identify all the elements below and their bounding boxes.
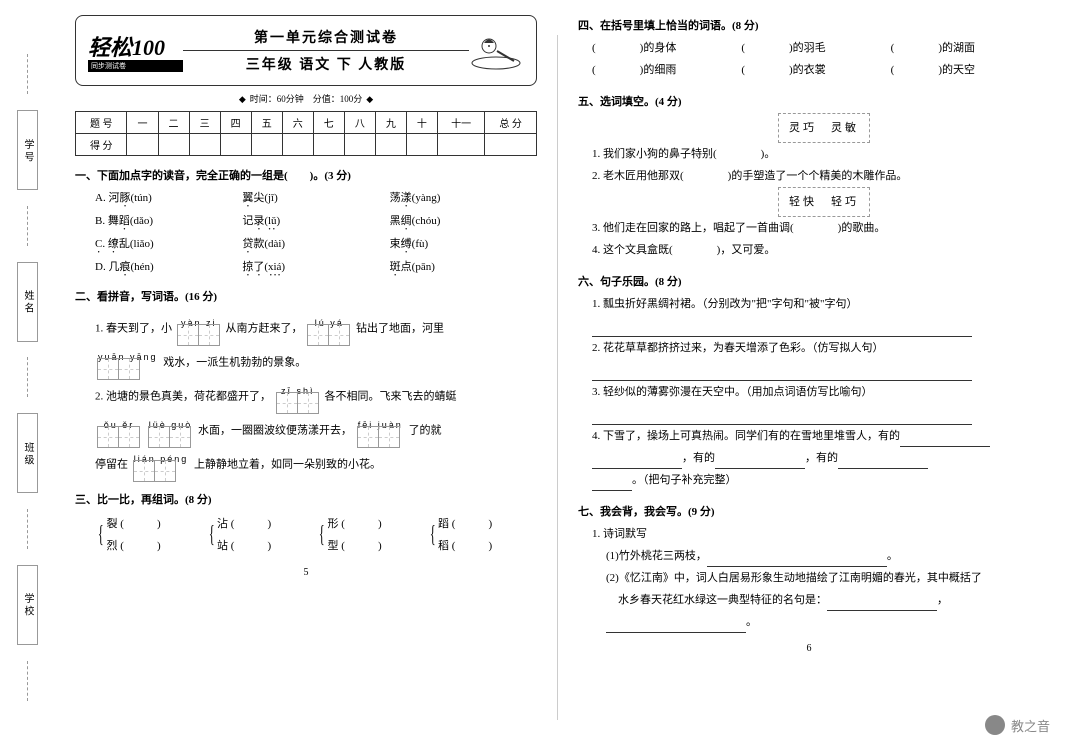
pinyin-box: lüè guò bbox=[149, 414, 193, 448]
spine-school: 学 校 bbox=[17, 565, 38, 645]
spine-name: 姓 名 bbox=[17, 262, 38, 342]
spine-class: 班 级 bbox=[17, 413, 38, 493]
q1-opt-a: A. 河豚(tún)翼尖(jī)荡漾(yàng) bbox=[75, 188, 537, 210]
page-number-left: 5 bbox=[75, 567, 537, 578]
q1-opt-d: D. 几痕(hén)掠了(xiá)斑点(pān) bbox=[75, 257, 537, 279]
q1-opt-c: C. 缭乱(liǎo)贷款(dài)束缚(fù) bbox=[75, 234, 537, 256]
question-7: 七、我会背，我会写。(9 分) 1. 诗词默写 (1)竹外桃花三两枝，。 (2)… bbox=[578, 501, 1040, 633]
word-choice-box: 灵巧 灵敏 bbox=[778, 113, 870, 143]
pinyin-box: yuān yāng bbox=[98, 346, 158, 380]
word-choice-box: 轻快 轻巧 bbox=[778, 187, 870, 217]
answer-blank[interactable] bbox=[715, 455, 805, 469]
table-row: 得 分 bbox=[76, 134, 537, 156]
logo-text: 轻松100 bbox=[88, 35, 165, 60]
left-column: 轻松100 同步测试卷 第一单元综合测试卷 三年级 语文 下 人教版 时间：60… bbox=[55, 15, 557, 740]
q6-title: 六、句子乐园。(8 分) bbox=[578, 271, 1040, 293]
question-4: 四、在括号里填上恰当的词语。(8 分) ( )的身体 ( )的羽毛 ( )的湖面… bbox=[578, 15, 1040, 81]
pinyin-box: lú yá bbox=[308, 312, 350, 346]
pinyin-box: zī shì bbox=[277, 380, 319, 414]
question-6: 六、句子乐园。(8 分) 1. 瓢虫折好黑绸衬裙。（分别改为"把"字句和"被"字… bbox=[578, 271, 1040, 491]
answer-blank[interactable] bbox=[592, 411, 972, 425]
answer-blank[interactable] bbox=[838, 455, 928, 469]
pinyin-box: fēi juàn bbox=[358, 414, 403, 448]
answer-blank[interactable] bbox=[606, 619, 746, 633]
score-table: 题 号一二三四五六七八九十十一总 分 得 分 bbox=[75, 111, 537, 156]
q1-opt-b: B. 舞蹈(dǎo)记录(lǔ)黑绸(chóu) bbox=[75, 211, 537, 233]
answer-blank[interactable] bbox=[827, 597, 937, 611]
q2-title: 二、看拼音，写词语。(16 分) bbox=[75, 287, 537, 308]
paper-subtitle: 三年级 语文 下 人教版 bbox=[183, 51, 469, 77]
worksheet-page: 学 号 姓 名 班 级 学 校 轻松100 同步测试卷 第一单元综合测试卷 三年… bbox=[0, 0, 1080, 755]
right-column: 四、在括号里填上恰当的词语。(8 分) ( )的身体 ( )的羽毛 ( )的湖面… bbox=[558, 15, 1060, 740]
q4-title: 四、在括号里填上恰当的词语。(8 分) bbox=[578, 15, 1040, 37]
question-2: 二、看拼音，写词语。(16 分) 1. 春天到了，小 yàn zi 从南方赶来了… bbox=[75, 287, 537, 482]
wechat-icon bbox=[985, 715, 1005, 735]
table-row: 题 号一二三四五六七八九十十一总 分 bbox=[76, 112, 537, 134]
answer-blank[interactable] bbox=[592, 323, 972, 337]
answer-blank[interactable] bbox=[592, 477, 632, 491]
answer-blank[interactable] bbox=[707, 553, 887, 567]
page-number-right: 6 bbox=[578, 643, 1040, 654]
pinyin-box: yàn zi bbox=[178, 312, 220, 346]
pinyin-box: ǒu ěr bbox=[98, 414, 140, 448]
paper-title: 第一单元综合测试卷 bbox=[183, 24, 469, 51]
student-illustration bbox=[469, 31, 524, 71]
q1-title: 一、下面加点字的读音，完全正确的一组是( )。(3 分) bbox=[75, 166, 537, 187]
answer-blank[interactable] bbox=[592, 455, 682, 469]
watermark: 教之音 bbox=[985, 715, 1050, 735]
logo-subtitle: 同步测试卷 bbox=[88, 60, 183, 72]
time-score-meta: 时间：60分钟 分值：100分 bbox=[75, 92, 537, 105]
question-5: 五、选词填空。(4 分) 灵巧 灵敏 1. 我们家小狗的鼻子特别( )。 2. … bbox=[578, 91, 1040, 261]
question-1: 一、下面加点字的读音，完全正确的一组是( )。(3 分) A. 河豚(tún)翼… bbox=[75, 166, 537, 279]
answer-blank[interactable] bbox=[592, 367, 972, 381]
question-3: 三、比一比，再组词。(8 分) {裂 ( )烈 ( ) {沾 ( )站 ( ) … bbox=[75, 490, 537, 559]
spine-student-id: 学 号 bbox=[17, 110, 38, 190]
title-box: 轻松100 同步测试卷 第一单元综合测试卷 三年级 语文 下 人教版 bbox=[75, 15, 537, 86]
q3-title: 三、比一比，再组词。(8 分) bbox=[75, 490, 537, 511]
binding-spine: 学 号 姓 名 班 级 学 校 bbox=[0, 15, 55, 740]
q7-title: 七、我会背，我会写。(9 分) bbox=[578, 501, 1040, 523]
q5-title: 五、选词填空。(4 分) bbox=[578, 91, 1040, 113]
answer-blank[interactable] bbox=[900, 433, 990, 447]
pinyin-box: lián péng bbox=[134, 448, 189, 482]
